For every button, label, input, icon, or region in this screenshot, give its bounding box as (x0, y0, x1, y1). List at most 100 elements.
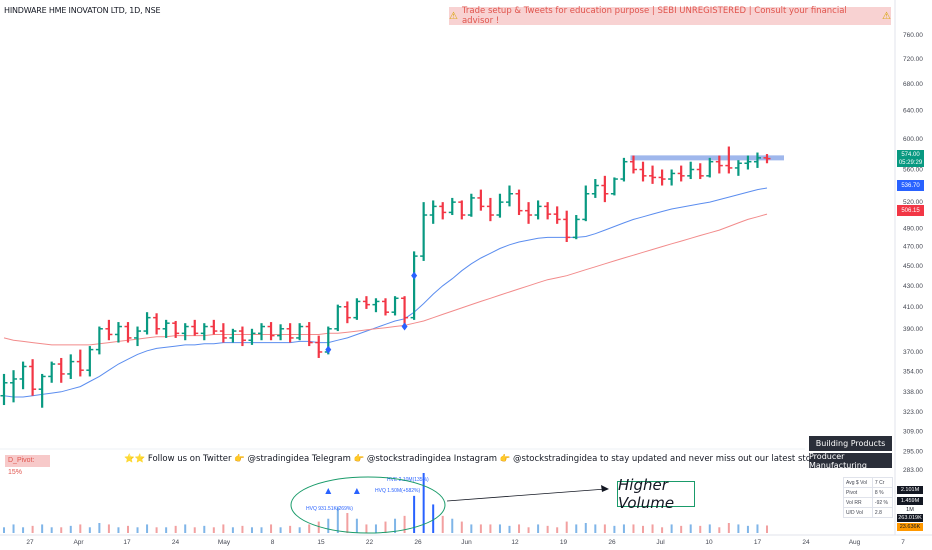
ohlc-bar (429, 200, 437, 224)
ohlc-bar (172, 320, 180, 338)
ohlc-bar (448, 197, 456, 216)
ohlc-bar (677, 165, 685, 182)
last-price-tag: 574.00 05:29:29 (897, 150, 924, 167)
ohlc-bar (467, 193, 475, 217)
signal-diamond (411, 271, 418, 280)
volume-bar (203, 525, 206, 533)
time-tick-label: 12 (511, 539, 519, 546)
volume-bar (60, 527, 63, 533)
volume-bar (88, 527, 91, 533)
last-price-value: 574.00 (901, 151, 920, 158)
arrow-head (601, 485, 609, 492)
ohlc-bar (267, 322, 275, 341)
price-tick-label: 430.00 (903, 283, 923, 290)
volume-bar (260, 527, 263, 533)
ohlc-bar (458, 200, 466, 220)
volume-bar (622, 524, 625, 533)
volume-annotation-label: HVQ 931.51K(269%) (306, 506, 353, 512)
ohlc-bar (582, 185, 590, 222)
time-tick-label: 26 (414, 539, 422, 546)
time-tick-label: Jun (461, 539, 472, 546)
volume-bar (222, 524, 225, 533)
volume-bar (575, 524, 578, 533)
volume-bar (308, 524, 311, 533)
time-tick-label: 22 (366, 539, 374, 546)
time-tick-label: 27 (26, 539, 34, 546)
volume-bar (346, 513, 349, 533)
ohlc-bar (391, 296, 399, 316)
ohlc-bar (114, 322, 122, 343)
ohlc-bar (544, 202, 552, 220)
ohlc-bar (334, 304, 342, 332)
volume-bar (537, 524, 540, 533)
price-tick-label: 470.00 (903, 244, 923, 251)
price-tick-label: 640.00 (903, 108, 923, 115)
time-tick-label: 24 (802, 539, 810, 546)
volume-bar (651, 524, 654, 533)
volume-bar (298, 527, 301, 533)
warning-icon: ⚠ (449, 10, 458, 22)
stats-value: 7 Cr (871, 477, 894, 488)
volume-bar (661, 527, 664, 533)
ohlc-bar (38, 373, 46, 408)
ohlc-bar (29, 359, 37, 396)
time-tick-label: Aug (849, 539, 861, 546)
ohlc-bar (162, 319, 170, 338)
volume-bar (231, 527, 234, 533)
stats-label: Pivot (843, 487, 873, 498)
volume-bar (584, 523, 587, 533)
time-tick-label: May (218, 539, 231, 546)
price-tick-label: 370.00 (903, 349, 923, 356)
price-tick-label: 390.00 (903, 326, 923, 333)
highlight-ellipse (290, 476, 446, 534)
stats-value: -92 % (871, 497, 894, 508)
volume-tag: 2.101M (897, 486, 923, 494)
volume-bar (479, 524, 482, 533)
price-axis: 760.00 720.00 680.00 640.00 600.00 560.00 520.… (903, 32, 923, 474)
volume-annotation-label: HVE 2.10M(135%) (387, 477, 429, 483)
ohlc-bar (515, 189, 523, 216)
volume-bar (441, 515, 444, 533)
ohlc-bar (439, 202, 447, 220)
stats-value: 8 % (871, 487, 894, 498)
ohlc-bar (505, 185, 513, 207)
volume-bar (289, 525, 292, 533)
volume-tag: 1M (897, 506, 923, 514)
volume-bar (603, 524, 606, 533)
ohlc-bar (610, 177, 618, 196)
annotation-arrow (446, 488, 607, 502)
volume-bar (193, 527, 196, 533)
volume-bar (718, 527, 721, 533)
ohlc-bar (67, 354, 75, 379)
time-tick-label: 17 (123, 539, 131, 546)
ohlc-bar (744, 155, 752, 170)
volume-bar (546, 525, 549, 533)
volume-bar (422, 473, 425, 533)
ticker-text: ⭐⭐ Follow us on Twitter 👉 @stradingidea … (124, 454, 891, 464)
stats-row: Vol RR -92 % (843, 497, 894, 508)
ohlc-bar (153, 313, 161, 335)
ohlc-bar (10, 370, 18, 403)
volume-bar (165, 527, 168, 533)
chart-title: HINDWARE HME INOVATON LTD, 1D, NSE (4, 6, 161, 15)
ohlc-bar (286, 323, 294, 343)
volume-annotation-label: HVQ 1.50M(+582%) (375, 488, 420, 494)
volume-bar (403, 515, 406, 533)
ohlc-bar (219, 323, 227, 343)
volume-bar (737, 524, 740, 533)
price-tick-label: 283.00 (903, 467, 923, 474)
ohlc-bar (620, 157, 628, 182)
sector-group: Producer Manufacturing (809, 452, 892, 470)
volume-bar (136, 527, 139, 533)
volume-bar (460, 521, 463, 533)
price-tick-label: 490.00 (903, 225, 923, 232)
volume-bar (680, 525, 683, 533)
time-tick-label: Jul (656, 539, 665, 546)
volume-bar (670, 524, 673, 533)
volume-bar (212, 527, 215, 533)
ohlc-bar (210, 319, 218, 335)
volume-bar (69, 525, 72, 533)
volume-bar (489, 524, 492, 533)
ohlc-bar (305, 322, 313, 347)
